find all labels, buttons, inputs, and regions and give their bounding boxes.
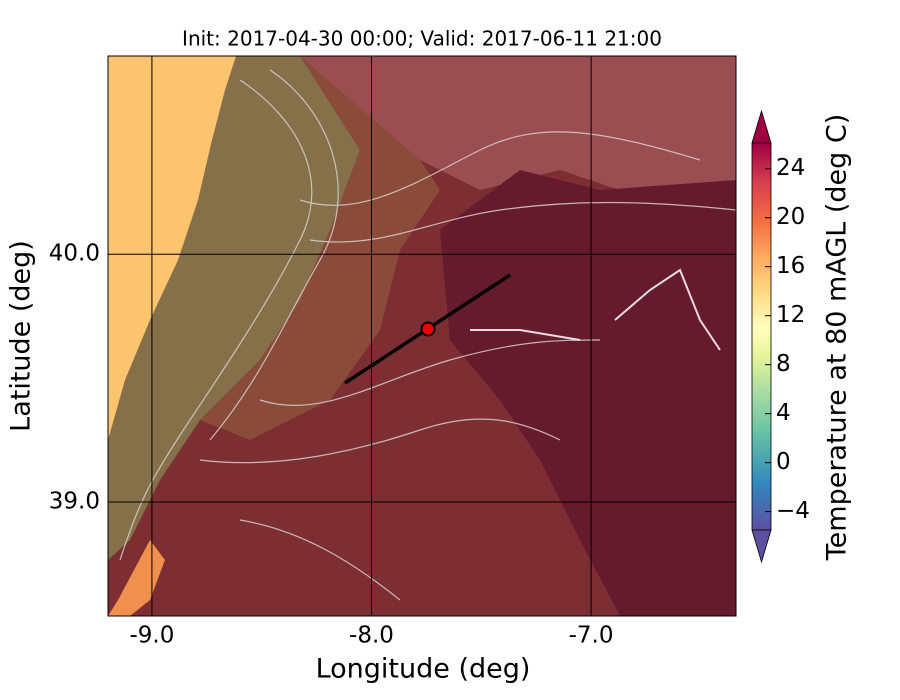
colorbar-extend-bottom: [751, 529, 772, 564]
colorbar-tick-label: 24: [776, 155, 805, 181]
colorbar-tick-label: 20: [776, 204, 805, 230]
y-tick-label: 40.0: [49, 241, 100, 267]
plot-frame: [107, 55, 737, 617]
colorbar-tick-label: 0: [776, 449, 791, 475]
y-axis-label: Latitude (deg): [6, 240, 37, 432]
colorbar-tick-label: 12: [776, 302, 805, 328]
title: Init: 2017-04-30 00:00; Valid: 2017-06-1…: [182, 27, 662, 51]
map-field: [108, 56, 736, 616]
x-tick-label: -8.0: [349, 623, 394, 649]
grid: [108, 56, 736, 616]
colorbar-label: Temperature at 80 mAGL (deg C): [822, 114, 853, 562]
colorbar-tick-label: −4: [776, 498, 810, 524]
x-axis-label: Longitude (deg): [316, 654, 531, 685]
x-tick-label: -9.0: [129, 623, 174, 649]
colorbar-tick-label: 16: [776, 253, 805, 279]
colorbar-tick-label: 4: [776, 400, 791, 426]
x-tick-label: -7.0: [569, 623, 614, 649]
y-tick-label: 39.0: [49, 489, 100, 515]
colorbar-tick-label: 8: [776, 351, 791, 377]
colorbar-extend-top: [751, 109, 772, 144]
colorbar: [751, 142, 772, 531]
